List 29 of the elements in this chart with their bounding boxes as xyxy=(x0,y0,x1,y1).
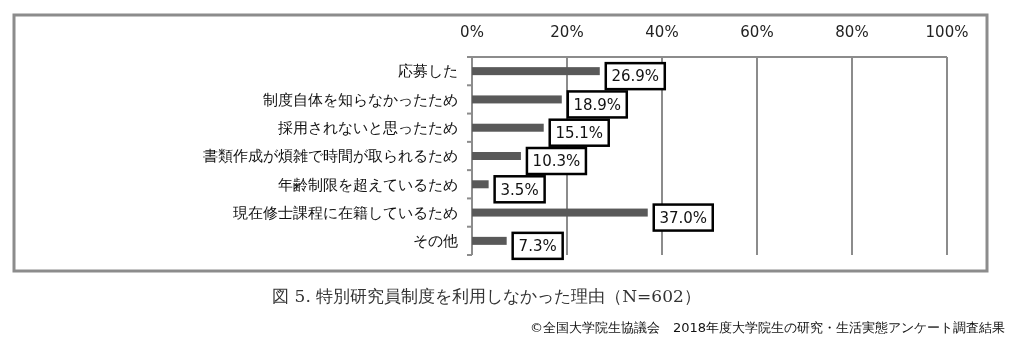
bar xyxy=(472,236,507,245)
bar xyxy=(472,208,648,217)
y-tick-label: 制度自体を知らなかったため xyxy=(263,90,458,109)
data-label: 15.1% xyxy=(555,123,604,142)
y-tick-label: その他 xyxy=(413,232,458,251)
y-tick-label: 年齢制限を超えているため xyxy=(278,175,458,194)
y-tick-label: 現在修士課程に在籍しているため xyxy=(233,203,458,222)
data-label: 37.0% xyxy=(659,208,708,227)
y-tick-label: 採用されないと思ったため xyxy=(278,118,458,137)
y-tick-label: 応募した xyxy=(398,62,458,81)
text: 図 5. 特別研究員制度を利用しなかった理由（N=602） xyxy=(272,286,701,306)
y-tick-label: 書類作成が煩雑で時間が取られるため xyxy=(203,147,458,166)
data-label: 7.3% xyxy=(518,237,557,256)
x-tick-label: 60% xyxy=(740,23,774,41)
data-label: 26.9% xyxy=(611,67,660,86)
text: ©全国大学院生協議会 2018年度大学院生の研究・生活実態アンケート調査結果 xyxy=(529,320,1005,335)
bar xyxy=(472,152,521,160)
x-tick-label: 100% xyxy=(925,23,969,41)
data-label: 10.3% xyxy=(532,152,581,171)
x-tick-label: 40% xyxy=(645,23,679,41)
bar xyxy=(472,95,562,104)
x-tick-label: 0% xyxy=(460,23,484,41)
data-label: 18.9% xyxy=(573,95,622,114)
x-tick-label: 80% xyxy=(835,23,869,41)
bar xyxy=(472,67,600,76)
bar xyxy=(472,123,544,132)
x-tick-label: 20% xyxy=(550,23,584,41)
data-label: 3.5% xyxy=(500,180,539,199)
bar xyxy=(472,180,489,189)
